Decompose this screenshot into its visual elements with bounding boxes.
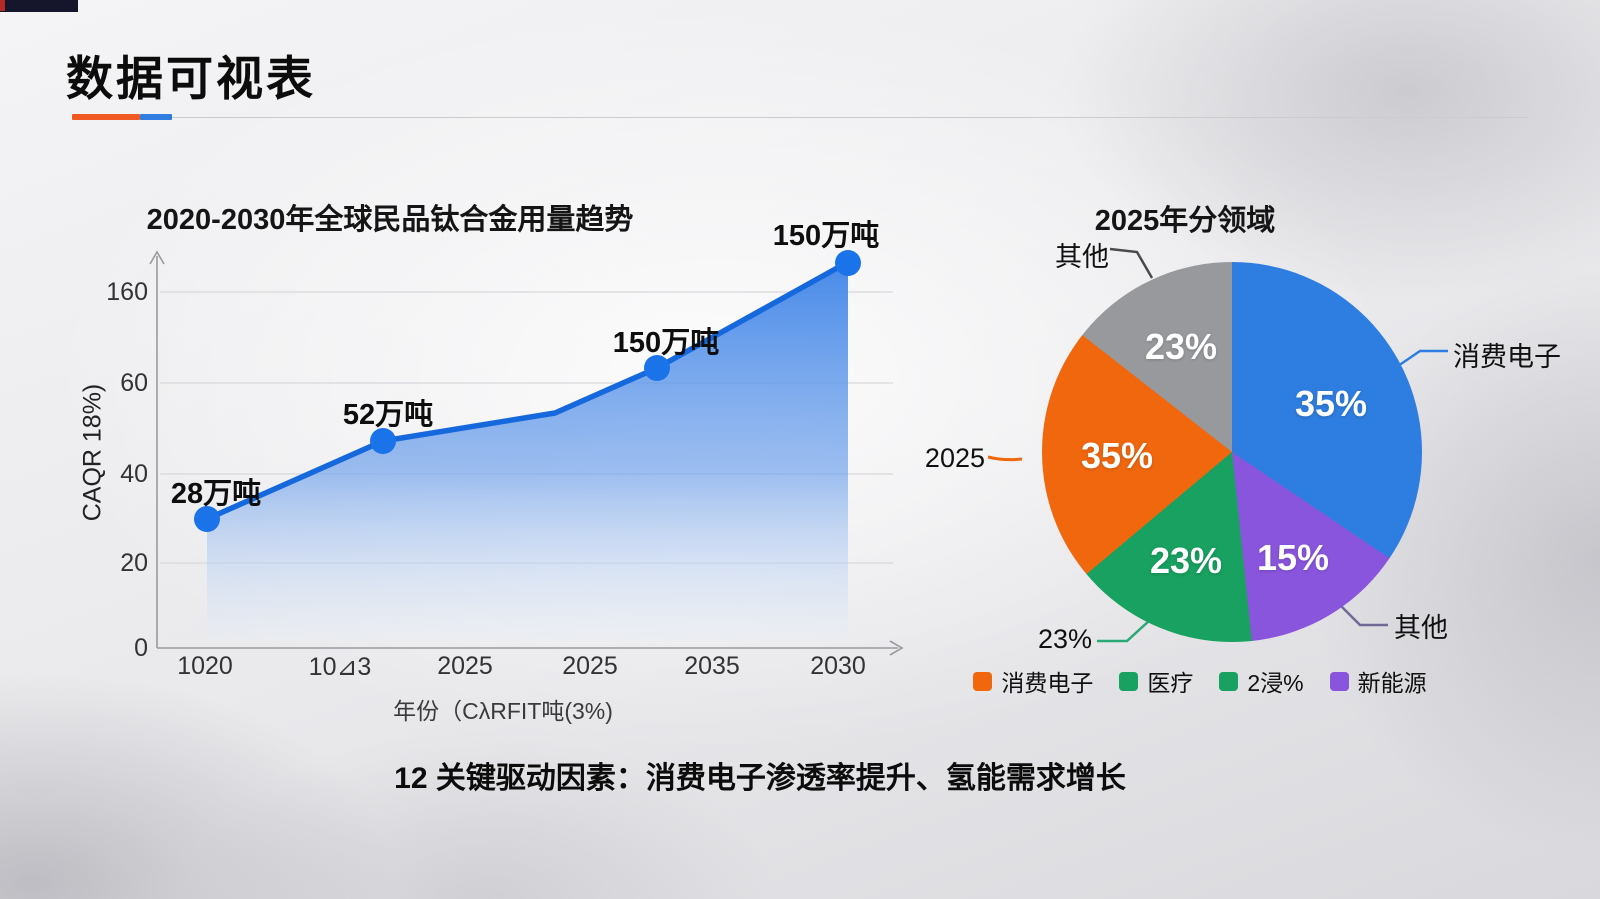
axes [149,250,904,656]
legend-swatch-purple [1329,671,1349,691]
background-corner-bar [0,0,78,12]
legend-swatch-green [1119,671,1139,691]
y-tick-20: 20 [120,549,148,577]
legend-label: 2浸% [1247,670,1304,696]
callout-23pct: 23% [1037,624,1093,654]
x-axis-label: 年份（CλRFIT吨(3%) [393,698,613,724]
legend-item-medical: 医疗 [1119,664,1193,698]
pie-chart-title: 2025年分领域 [1094,205,1276,237]
grid-lines [160,291,893,564]
data-label-150b: 150万吨 [772,220,880,252]
x-tick-2: 10⊿3 [308,653,372,681]
pie-label-purple: 15% [1256,537,1330,578]
y-tick-40: 40 [120,460,148,488]
legend-item-pct: 2浸% [1219,664,1304,698]
legend-item-newenergy: 新能源 [1329,664,1427,698]
x-tick-3: 2025 [437,652,493,680]
legend-label: 消费电子 [1001,670,1094,696]
background-corner-red [0,0,5,11]
data-label-52: 52万吨 [342,399,434,431]
pie-chart [1042,262,1422,642]
data-label-150a: 150万吨 [612,327,720,359]
x-tick-4: 2025 [562,652,618,680]
pie-label-green: 23% [1149,540,1223,581]
title-rule-line [72,117,1528,118]
callout-other-bottom: 其他 [1394,613,1448,643]
title-rule-orange [72,114,140,120]
legend-swatch-green2 [1219,671,1239,691]
x-tick-1: 1020 [177,652,233,680]
legend-label: 新能源 [1357,670,1427,696]
pie-label-blue: 35% [1294,383,1368,424]
legend-item-consumer: 消费电子 [973,664,1093,698]
x-tick-6: 2030 [810,652,866,680]
key-drivers-caption: 12 关键驱动因素：消费电子渗透率提升、氢能需求增长 [394,762,1126,795]
callout-other-top: 其他 [1055,242,1109,272]
y-tick-60: 60 [120,369,148,397]
x-tick-5: 2035 [684,652,740,680]
callout-consumer-electronics: 消费电子 [1453,342,1561,372]
y-axis-label: CAQR 18%) [78,383,107,522]
page-title: 数据可视表 [66,52,316,105]
callout-2025: 2025 [924,443,985,473]
y-tick-0: 0 [134,634,148,662]
y-tick-160: 160 [106,278,148,306]
pie-legend: 消费电子 医疗 2浸% 新能源 [950,664,1450,698]
legend-swatch-orange [973,671,993,691]
data-label-28: 28万吨 [170,478,262,510]
legend-label: 医疗 [1147,670,1194,696]
title-rule-blue [140,114,172,120]
area-series [194,250,861,640]
pie-label-orange: 35% [1080,435,1154,476]
pie-label-gray: 23% [1144,326,1218,367]
area-chart-title: 2020-2030年全球民品钛合金用量趋势 [146,204,634,236]
